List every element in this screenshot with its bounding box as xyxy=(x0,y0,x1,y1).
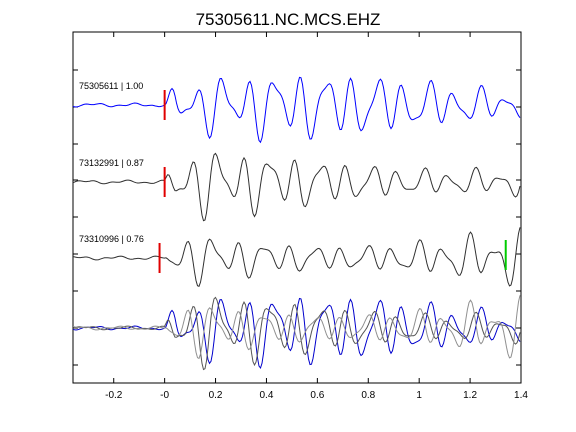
trace-line xyxy=(72,227,521,287)
trace-labels: 75305611 | 1.00 73132991 | 0.87 73310996 |… xyxy=(79,81,144,244)
x-tick-label: 0.2 xyxy=(209,390,223,401)
trace-label: 73132991 | 0.87 xyxy=(79,158,144,168)
x-tick-label: 1.2 xyxy=(463,390,477,401)
x-tick-label: 0.8 xyxy=(361,390,375,401)
trace-line xyxy=(72,76,521,144)
x-tick-label: 0.4 xyxy=(260,390,274,401)
traces xyxy=(72,76,521,287)
x-tick-label: 1 xyxy=(416,390,422,401)
trace-label: 75305611 | 1.00 xyxy=(79,81,143,91)
phase-picks xyxy=(158,90,507,273)
axis-ticks: -0.2 -0 0.2 0.4 0.6 0.8 1 1.2 1.4 xyxy=(73,32,528,401)
plot-frame xyxy=(72,31,522,384)
x-tick-label: -0.2 xyxy=(105,390,123,401)
overlay-trace-line xyxy=(72,295,521,360)
chart-title: 75305611.NC.MCS.EHZ xyxy=(196,10,381,29)
x-tick-label: -0 xyxy=(160,390,169,401)
overlay-traces xyxy=(72,295,521,371)
trace-label: 73310996 | 0.76 xyxy=(79,234,144,244)
x-tick-label: 0.6 xyxy=(310,390,324,401)
trace-line xyxy=(72,152,521,222)
x-tick-label: 1.4 xyxy=(514,390,528,401)
